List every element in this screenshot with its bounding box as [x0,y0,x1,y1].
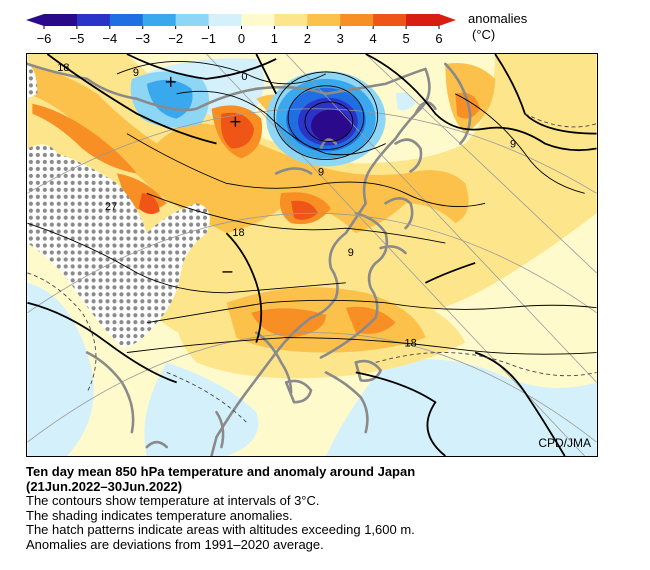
colorbar-cell [208,14,242,26]
colorbar-tick-label: 4 [370,31,377,46]
dashed-anomaly-contours [27,113,597,423]
contour-label: 0 [241,71,247,83]
colorbar-cell [44,14,78,26]
colorbar-cell [142,14,177,26]
center-markers [165,76,241,273]
graticule [27,54,597,456]
strong-positive-anomaly-areas [32,92,481,338]
colorbar-cell [406,14,440,26]
anomaly-colorbar: −6 −5 −4 −3 −2 −1 0 1 2 3 4 5 6 anomalies (°C) [26,11,528,46]
contour-label: 9 [133,67,139,79]
cold-anomaly-center [130,70,416,167]
colorbar-unit: (°C) [472,27,495,42]
caption-line: The contours show temperature at interva… [26,493,320,508]
colorbar-tick-label: 3 [337,31,344,46]
colorbar-tick-label: −3 [135,31,150,46]
high-altitude-hatch [27,63,210,348]
colorbar-tick-label: 2 [304,31,311,46]
colorbar-cell [274,14,308,26]
contour-label: 18 [232,227,244,239]
colorbar-cell [340,14,374,26]
colorbar-tick-label: −2 [168,31,183,46]
colorbar-title: anomalies [468,11,528,26]
colorbar-left-arrow [26,14,44,26]
caption-line: Anomalies are deviations from 1991–2020 … [26,536,324,552]
colorbar-tick-label: 5 [402,31,409,46]
caption-line: The shading indicates temperature anomal… [26,507,293,523]
contour-label: 27 [105,201,117,213]
colorbar-right-arrow [439,14,456,26]
contour-label: 9 [510,139,516,151]
colorbar-cell [175,14,210,26]
colorbar-cell [241,14,275,26]
very-strong-positive-anomaly-areas [138,112,318,220]
colorbar-tick-label: −4 [102,31,117,46]
contour-label: 9 [318,166,324,178]
contour-label: 18 [57,62,69,74]
colorbar-cell [307,14,341,26]
map-credit: CPD/JMA [538,436,591,450]
caption-period: (21Jun.2022–30Jun.2022) [26,478,183,494]
colorbar-tick-label: −6 [37,31,52,46]
colorbar-tick-label: 6 [435,31,442,46]
caption-title: Ten day mean 850 hPa temperature and ano… [26,464,416,479]
colorbar-cell [373,14,407,26]
contour-label: 9 [348,247,354,259]
colorbar-tick-label: −5 [70,31,85,46]
temperature-anomaly-map: 18 9 0 9 27 18 9 9 18 [27,54,597,456]
colorbar-cell [76,14,111,26]
colorbar-cell [109,14,144,26]
contour-labels: 18 9 0 9 27 18 9 9 18 [57,62,516,350]
colorbar-tick-label: −1 [201,31,216,46]
colorbar-tick-label: 0 [238,31,245,46]
colorbar-tick-label: 1 [271,31,278,46]
caption-line: The hatch patterns indicate areas with a… [26,522,415,537]
thin-temperature-contours [27,61,597,355]
contour-label: 18 [405,338,417,350]
map-caption: Ten day mean 850 hPa temperature and ano… [26,464,626,552]
map-panel: 18 9 0 9 27 18 9 9 18 CPD/JMA [26,53,598,457]
